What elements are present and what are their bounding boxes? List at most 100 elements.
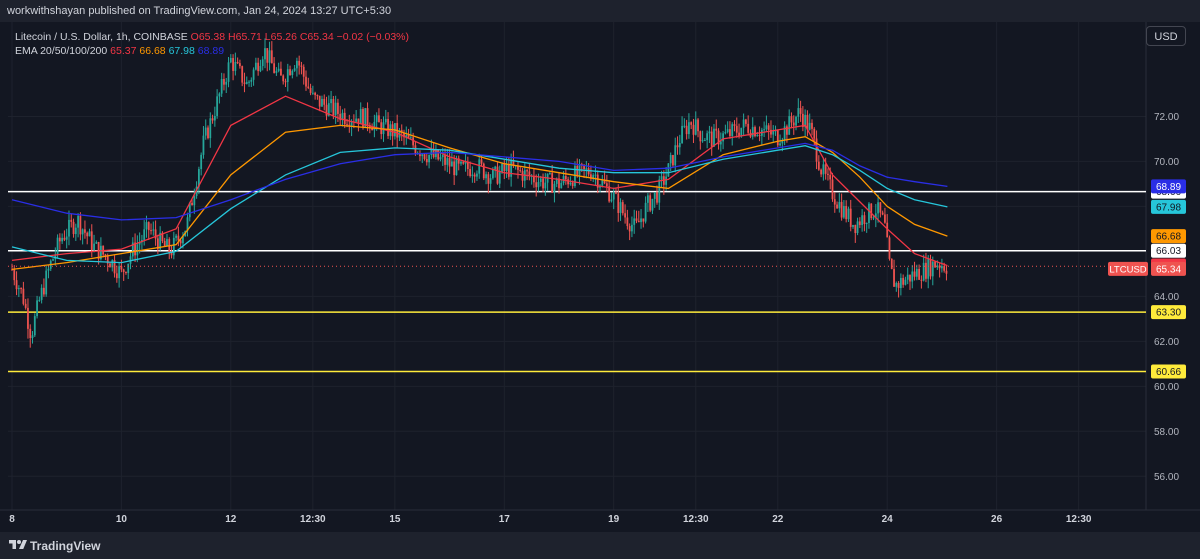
candle-body [906,274,909,280]
candle-body [729,129,731,137]
candle-body [852,224,854,227]
candle-body [453,161,456,176]
currency-button[interactable]: USD [1146,26,1186,46]
candle-body [722,133,724,142]
level-price-label: 60.66 [1156,367,1181,378]
candle-body [11,269,13,271]
candle-body [371,128,374,131]
candle-body [159,232,162,250]
candle-body [127,263,130,273]
candle-body [624,213,626,218]
candle-body [95,242,98,244]
candle-body [870,203,873,219]
candle-body [710,131,713,147]
candle-body [501,163,503,173]
candle-body [366,108,369,125]
candle-body [925,262,927,279]
candle-body [526,170,528,172]
candle-body [24,303,27,308]
candle-body [268,50,271,63]
candle-body [421,154,424,157]
candle-body [455,158,458,176]
candle-body [134,242,136,256]
candle-body [489,178,492,184]
candle-body [535,182,538,188]
candle-body [783,126,786,140]
candle-body [601,180,604,186]
candle-body [236,61,239,64]
candle-body [405,134,408,138]
candle-body [706,133,709,141]
candle-body [817,161,820,170]
candle-body [717,130,720,145]
candle-body [111,260,114,268]
candle-body [507,164,510,177]
candle-body [104,254,107,257]
candle-body [913,271,916,277]
candle-body [836,204,838,209]
candle-body [580,163,583,165]
chart-area[interactable] [0,22,1200,532]
x-tick-label: 26 [991,514,1003,525]
candle-body [302,66,305,77]
legend-ema50: 66.68 [139,45,166,57]
candle-body [464,162,467,164]
candle-body [587,168,590,175]
candle-body [332,99,335,116]
footer-bar: TradingView [0,532,1200,559]
candle-body [207,127,209,139]
candle-body [756,135,759,137]
candle-body [758,135,761,137]
y-tick-label: 62.00 [1154,337,1179,348]
candle-body [343,112,346,125]
candle-body [517,165,519,170]
candle-body [585,168,588,170]
candle-body [806,114,809,130]
candle-body [847,208,850,220]
candle-body [161,232,164,242]
candle-body [576,165,579,175]
candle-body [469,169,472,176]
candle-body [833,199,836,205]
candle-body [856,221,859,234]
candle-body [225,81,228,85]
candle-body [384,118,387,123]
candle-body [239,63,241,67]
candle-body [13,269,16,281]
candle-body [808,122,811,130]
candle-body [227,62,230,82]
price-label-ema50: 66.68 [1156,232,1181,243]
candle-body [548,173,551,175]
candle-body [674,145,677,166]
candle-body [512,160,515,167]
candle-body [375,115,378,122]
candle-body [323,98,326,105]
y-tick-label: 60.00 [1154,382,1179,393]
candle-body [204,127,207,136]
price-label-ema100: 67.98 [1156,202,1181,213]
level-price-label-bg [1151,364,1186,379]
y-tick-label: 56.00 [1154,472,1179,483]
candle-body [450,161,453,167]
candle-body [248,81,250,83]
candle-body [619,202,622,213]
candle-body [473,174,476,177]
footer-brand: TradingView [30,539,101,553]
candle-body [252,69,255,80]
candle-body [93,243,95,251]
candle-body [897,282,900,289]
candle-body [590,174,592,179]
candle-body [845,206,848,220]
candle-body [407,134,410,138]
candle-body [562,176,565,183]
candle-body [441,155,444,158]
candle-body [72,221,75,235]
candle-body [359,108,362,124]
candle-body [765,125,768,130]
candle-body [81,229,84,235]
candle-body [355,118,358,122]
candle-body [592,175,595,179]
candle-body [113,260,116,274]
candle-body [43,287,45,295]
